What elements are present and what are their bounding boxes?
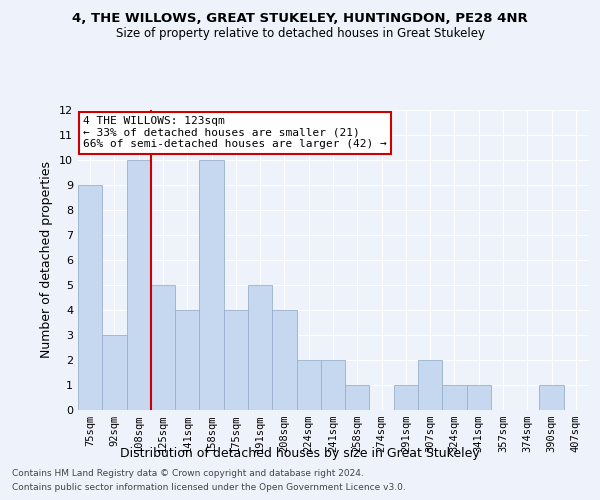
Text: Contains HM Land Registry data © Crown copyright and database right 2024.: Contains HM Land Registry data © Crown c… [12, 468, 364, 477]
Bar [321, 360, 345, 410]
Bar [394, 385, 418, 410]
Bar [345, 385, 370, 410]
Bar [199, 160, 224, 410]
Bar [151, 285, 175, 410]
Bar [224, 310, 248, 410]
Text: Size of property relative to detached houses in Great Stukeley: Size of property relative to detached ho… [115, 28, 485, 40]
Text: Contains public sector information licensed under the Open Government Licence v3: Contains public sector information licen… [12, 484, 406, 492]
Text: 4, THE WILLOWS, GREAT STUKELEY, HUNTINGDON, PE28 4NR: 4, THE WILLOWS, GREAT STUKELEY, HUNTINGD… [72, 12, 528, 26]
Bar [539, 385, 564, 410]
Bar [272, 310, 296, 410]
Bar [127, 160, 151, 410]
Bar [442, 385, 467, 410]
Bar [78, 185, 102, 410]
Text: 4 THE WILLOWS: 123sqm
← 33% of detached houses are smaller (21)
66% of semi-deta: 4 THE WILLOWS: 123sqm ← 33% of detached … [83, 116, 387, 149]
Bar [418, 360, 442, 410]
Text: Distribution of detached houses by size in Great Stukeley: Distribution of detached houses by size … [120, 448, 480, 460]
Bar [248, 285, 272, 410]
Bar [102, 335, 127, 410]
Bar [175, 310, 199, 410]
Bar [467, 385, 491, 410]
Bar [296, 360, 321, 410]
Y-axis label: Number of detached properties: Number of detached properties [40, 162, 53, 358]
